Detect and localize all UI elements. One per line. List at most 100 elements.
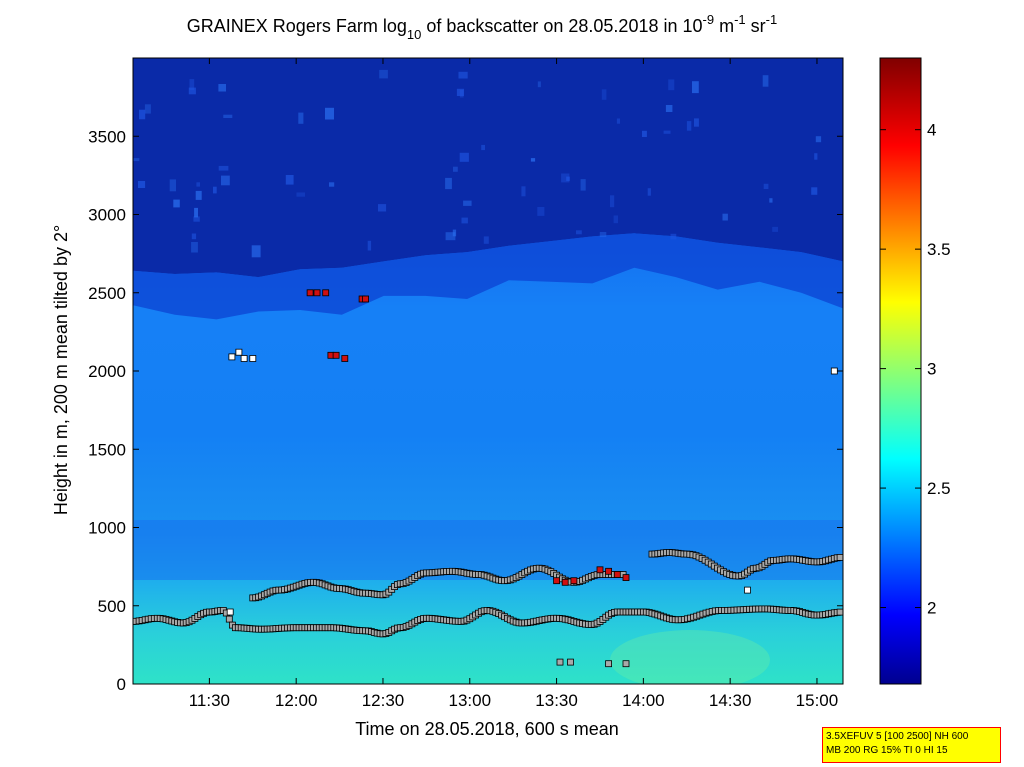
marker-grey-square <box>836 608 843 616</box>
info-line-2: MB 200 RG 15% TI 0 HI 15 <box>826 745 948 756</box>
marker-grey-square <box>567 658 574 666</box>
cloud-speck <box>686 121 692 131</box>
y-tick-label: 500 <box>98 597 126 616</box>
cloud-speck <box>459 90 464 98</box>
colorbar-tick-label: 2.5 <box>927 479 951 498</box>
cloud-speck <box>445 177 452 190</box>
cloud-speck <box>537 81 541 88</box>
x-axis-label: Time on 28.05.2018, 600 s mean <box>355 719 619 739</box>
cloud-speck <box>815 136 822 143</box>
marker-red-square <box>362 295 370 303</box>
x-tick-label: 12:00 <box>275 691 318 710</box>
marker-red-square <box>322 289 330 297</box>
marker-grey-square <box>556 658 564 666</box>
cloud-speck <box>762 75 769 87</box>
cloud-speck <box>772 226 778 232</box>
cloud-speck <box>647 188 651 196</box>
marker-red-square <box>605 567 612 575</box>
y-tick-label: 0 <box>117 675 126 694</box>
cloud-speck <box>811 187 818 195</box>
x-tick-label: 13:30 <box>535 691 578 710</box>
y-tick-label: 3500 <box>88 127 126 146</box>
chart-title: GRAINEX Rogers Farm log10 of backscatter… <box>187 12 777 42</box>
cloud-speck <box>692 81 699 94</box>
y-tick-label: 1500 <box>88 440 126 459</box>
x-tick-label: 14:00 <box>622 691 665 710</box>
cloud-speck <box>599 232 607 238</box>
cloud-speck <box>193 216 200 222</box>
marker-red-square <box>332 351 340 359</box>
x-axis-ticks: 11:30 12:00 12:30 13:00 13:30 14:00 14:30 15:00 <box>189 58 838 710</box>
cloud-speck <box>601 89 607 100</box>
cloud-speck <box>285 175 294 185</box>
colorbar-ticks: 2 2.5 3 3.5 4 <box>880 121 951 618</box>
backscatter-field <box>133 58 843 684</box>
cloud-speck <box>196 182 200 187</box>
colorbar-tick-label: 3 <box>927 360 936 379</box>
cloud-speck <box>213 186 217 194</box>
cloud-speck <box>580 179 586 191</box>
cloud-speck <box>481 144 485 151</box>
cloud-speck <box>694 118 699 127</box>
x-tick-label: 12:30 <box>362 691 405 710</box>
marker-white-square <box>249 355 257 362</box>
marker-red-square <box>313 289 321 297</box>
marker-white-square <box>228 353 236 361</box>
colorbar-tick-label: 3.5 <box>927 240 951 259</box>
cloud-speck <box>188 87 196 95</box>
cloud-speck <box>191 242 198 253</box>
cloud-speck <box>668 79 675 91</box>
cloud-speck <box>610 195 615 208</box>
cloud-speck <box>133 158 140 162</box>
cloud-speck <box>642 130 647 137</box>
cloud-speck <box>173 199 180 208</box>
cloud-speck <box>537 207 545 216</box>
x-tick-label: 14:30 <box>709 691 752 710</box>
cloud-speck <box>483 236 489 244</box>
marker-white-square <box>744 586 751 594</box>
cloud-speck <box>613 215 618 224</box>
cloud-speck <box>459 152 469 162</box>
y-tick-label: 1000 <box>88 519 126 538</box>
x-tick-label: 15:00 <box>796 691 839 710</box>
cloud-speck <box>763 183 769 189</box>
marker-red-square <box>596 566 604 574</box>
cloud-speck <box>456 88 464 96</box>
cloud-specks <box>133 69 822 258</box>
marker-white-square <box>830 367 838 375</box>
info-box: 3.5XEFUV 5 [100 2500] NH 600 MB 200 RG 1… <box>822 727 1001 763</box>
cloud-speck <box>296 192 305 197</box>
marker-white-square <box>240 355 248 362</box>
cloud-speck <box>169 179 176 192</box>
marker-red-square <box>553 577 560 585</box>
info-line-1: 3.5XEFUV 5 [100 2500] NH 600 <box>826 731 969 742</box>
transition-layer <box>133 233 843 320</box>
cloud-speck <box>191 233 197 240</box>
colorbar-tick-label: 4 <box>927 121 936 140</box>
cloud-speck <box>218 84 226 92</box>
cloud-speck <box>194 207 198 218</box>
marker-grey-square <box>622 660 630 668</box>
cloud-speck <box>218 165 229 171</box>
cloud-speck <box>453 166 458 172</box>
cloud-speck <box>138 181 146 188</box>
cloud-speck <box>458 71 468 79</box>
cloud-speck <box>298 112 304 124</box>
cloud-speck <box>463 200 472 206</box>
cloud-speck <box>223 114 233 118</box>
cloud-speck <box>663 130 671 134</box>
y-tick-label: 3000 <box>88 206 126 225</box>
x-tick-label: 11:30 <box>189 691 230 710</box>
cloud-speck <box>195 190 202 200</box>
boundary-band <box>133 520 843 580</box>
marker-red-square <box>622 574 630 581</box>
y-tick-label: 2000 <box>88 362 126 381</box>
marker-red-square <box>561 578 569 586</box>
cloud-speck <box>616 118 620 124</box>
x-tick-label: 13:00 <box>448 691 491 710</box>
cloud-speck <box>378 204 387 212</box>
cloud-speck <box>670 233 677 240</box>
cloud-speck <box>566 176 570 181</box>
cloud-speck <box>144 104 151 114</box>
